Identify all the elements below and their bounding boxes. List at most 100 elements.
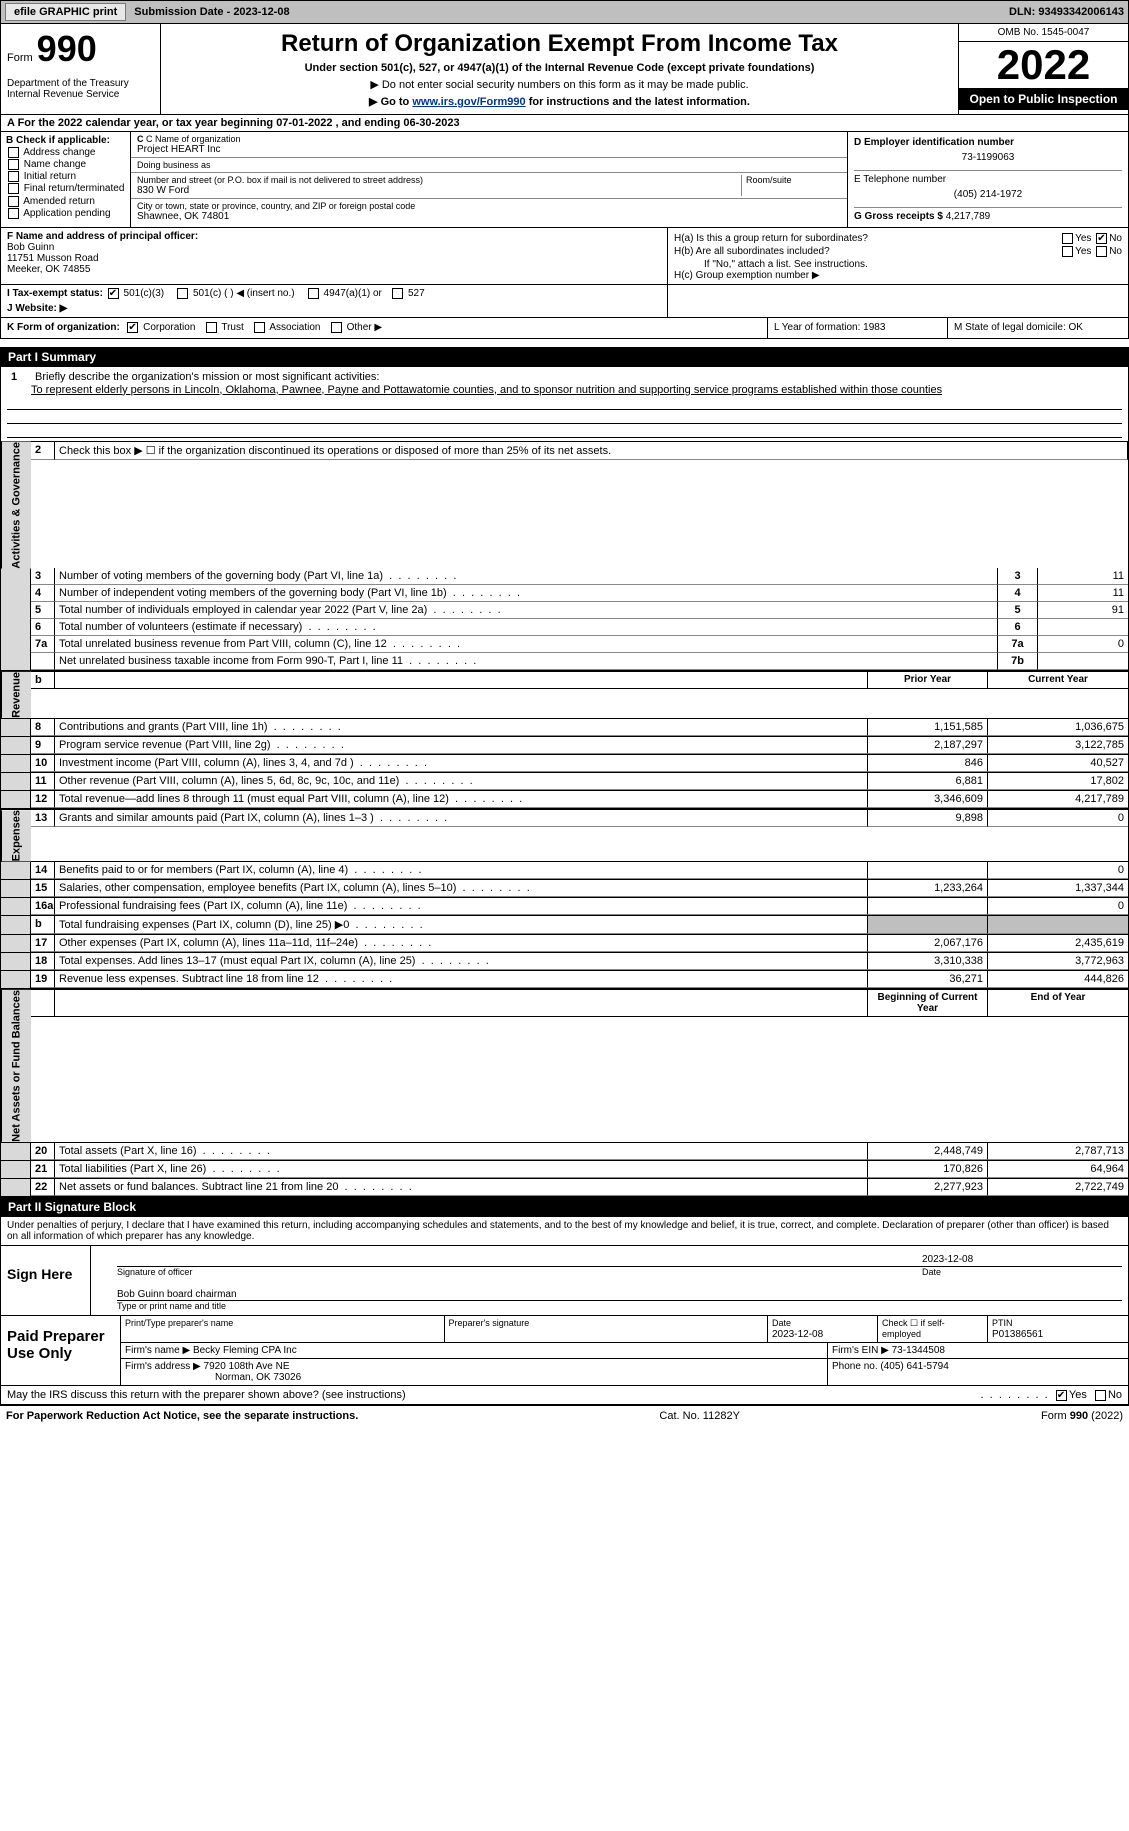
part1-header: Part I Summary [0,347,1129,367]
sig-date: 2023-12-08 [922,1250,1122,1267]
vtab-revenue: Revenue [1,672,31,718]
part1-expenses-section: Expenses13 Grants and similar amounts pa… [0,809,1129,989]
501c3-checkbox[interactable] [108,288,119,299]
prior-year-value: 6,881 [868,773,988,790]
line-text: Total revenue—add lines 8 through 11 (mu… [55,791,868,808]
subtitle-3: ▶ Go to www.irs.gov/Form990 for instruct… [171,95,948,108]
hb-yes-checkbox[interactable] [1062,246,1073,257]
form-footer: Form 990 (2022) [1041,1410,1123,1422]
prior-year-value [868,862,988,879]
line-text: Professional fundraising fees (Part IX, … [55,898,868,915]
state-domicile: M State of legal domicile: OK [948,318,1128,337]
city-state-zip: Shawnee, OK 74801 [137,211,841,222]
efile-print-button[interactable]: efile GRAPHIC print [5,3,126,21]
mission-block: 1Briefly describe the organization's mis… [0,367,1129,442]
header-center: Return of Organization Exempt From Incom… [161,24,958,114]
current-year-value: 4,217,789 [988,791,1128,808]
website-label: J Website: ▶ [7,303,67,314]
line-value: 11 [1038,585,1128,602]
assoc-checkbox[interactable] [254,322,265,333]
telephone: (405) 214-1972 [854,185,1122,204]
current-year-value: 0 [988,862,1128,879]
discuss-yes-checkbox[interactable] [1056,1390,1067,1401]
boxb-item: Application pending [6,208,125,219]
year-formation: L Year of formation: 1983 [768,318,948,337]
ein: 73-1199063 [854,148,1122,167]
block-b-c-d: B Check if applicable: Address change Na… [0,132,1129,228]
current-year-value: 0 [988,810,1128,827]
prior-year-value: 2,067,176 [868,935,988,952]
paid-preparer-label: Paid Preparer Use Only [1,1316,121,1385]
beginning-year-value: 170,826 [868,1161,988,1178]
prior-year-value: 1,151,585 [868,719,988,736]
sign-here-label: Sign Here [1,1246,91,1315]
line-text: Total number of individuals employed in … [55,602,998,619]
signature-block: Under penalties of perjury, I declare th… [0,1217,1129,1405]
boxb-item: Initial return [6,171,125,182]
boxb-item: Name change [6,159,125,170]
tax-year: 2022 [959,42,1128,88]
prior-year-value: 2,187,297 [868,737,988,754]
firm-ein: 73-1344508 [892,1345,945,1356]
line-text: Benefits paid to or for members (Part IX… [55,862,868,879]
box-d-e-g: D Employer identification number 73-1199… [848,132,1128,227]
line-text: Salaries, other compensation, employee b… [55,880,868,897]
line-text: Program service revenue (Part VIII, line… [55,737,868,754]
4947-checkbox[interactable] [308,288,319,299]
line-text: Number of voting members of the governin… [55,568,998,585]
form-header: Form 990 Department of the Treasury Inte… [0,24,1129,115]
current-year-value: 40,527 [988,755,1128,772]
header-left: Form 990 Department of the Treasury Inte… [1,24,161,114]
gross-receipts: 4,217,789 [946,211,991,222]
discuss-no-checkbox[interactable] [1095,1390,1106,1401]
box-h: H(a) Is this a group return for subordin… [668,228,1128,284]
line-text: Total assets (Part X, line 16) [55,1143,868,1160]
current-year-value: 17,802 [988,773,1128,790]
line-text: Net assets or fund balances. Subtract li… [55,1179,868,1196]
line-text: Total unrelated business revenue from Pa… [55,636,998,653]
end-year-value: 2,787,713 [988,1143,1128,1160]
prior-year-value: 3,310,338 [868,953,988,970]
corp-checkbox[interactable] [127,322,138,333]
line-value [1038,653,1128,670]
line-text: Number of independent voting members of … [55,585,998,602]
instructions-link[interactable]: www.irs.gov/Form990 [412,96,525,108]
beginning-year-value: 2,448,749 [868,1143,988,1160]
form-title: Return of Organization Exempt From Incom… [171,30,948,58]
officer-addr1: 11751 Musson Road [7,253,661,264]
line-value: 91 [1038,602,1128,619]
current-year-value: 444,826 [988,971,1128,988]
527-checkbox[interactable] [392,288,403,299]
ptin: P01386561 [992,1329,1043,1340]
vtab-activities: Activities & Governance [1,442,31,569]
current-year-value: 2,435,619 [988,935,1128,952]
boxb-item: Final return/terminated [6,183,125,194]
submission-date: Submission Date - 2023-12-08 [134,6,289,18]
end-year-value: 2,722,749 [988,1179,1128,1196]
officer-name-title: Bob Guinn board chairman [117,1281,1122,1301]
line-text: Total expenses. Add lines 13–17 (must eq… [55,953,868,970]
part1-revenue-section: Revenue b Prior Year Current Year 8 Cont… [0,671,1129,809]
current-year-value: 3,772,963 [988,953,1128,970]
line-text: Total liabilities (Part X, line 26) [55,1161,868,1178]
prior-year-value: 846 [868,755,988,772]
trust-checkbox[interactable] [206,322,217,333]
other-checkbox[interactable] [331,322,342,333]
hb-no-checkbox[interactable] [1096,246,1107,257]
street-address: 830 W Ford [137,185,741,196]
open-to-public: Open to Public Inspection [959,88,1128,110]
prior-year-value: 36,271 [868,971,988,988]
line-text: Investment income (Part VIII, column (A)… [55,755,868,772]
line-value: 0 [1038,636,1128,653]
ha-no-checkbox[interactable] [1096,233,1107,244]
subtitle-2: ▶ Do not enter social security numbers o… [171,78,948,91]
line-text: Other expenses (Part IX, column (A), lin… [55,935,868,952]
block-f-h: F Name and address of principal officer:… [0,228,1129,285]
ha-yes-checkbox[interactable] [1062,233,1073,244]
current-year-value: 0 [988,898,1128,915]
department: Department of the Treasury Internal Reve… [7,78,154,100]
box-b: B Check if applicable: Address change Na… [1,132,131,227]
line-value [1038,619,1128,636]
part1-netassets-section: Net Assets or Fund Balances Beginning of… [0,989,1129,1197]
501c-checkbox[interactable] [177,288,188,299]
